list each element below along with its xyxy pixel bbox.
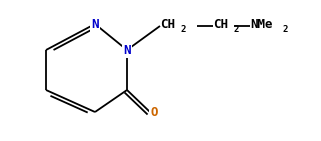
Text: NMe: NMe bbox=[250, 17, 273, 30]
Text: CH: CH bbox=[213, 17, 228, 30]
Text: N: N bbox=[91, 17, 99, 30]
Text: N: N bbox=[123, 44, 131, 57]
Text: 2: 2 bbox=[181, 25, 187, 34]
Text: 2: 2 bbox=[234, 25, 239, 34]
Text: CH: CH bbox=[160, 17, 175, 30]
Text: O: O bbox=[150, 105, 158, 118]
Text: 2: 2 bbox=[283, 25, 288, 34]
